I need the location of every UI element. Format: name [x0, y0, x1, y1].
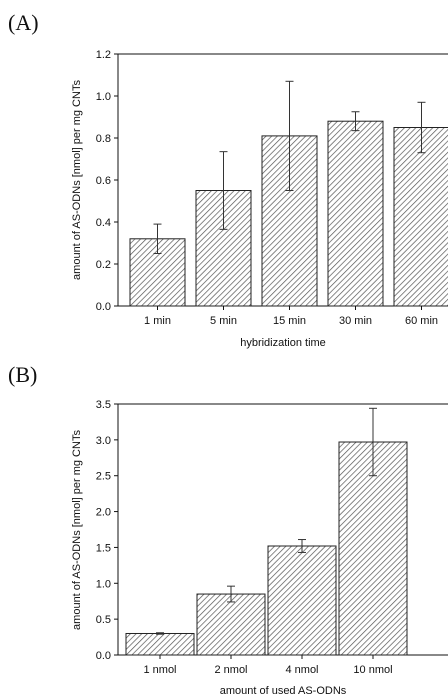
panel-b-y-tick-label: 2.0 — [96, 507, 111, 519]
panel-a-y-axis: 0.0 0.2 0.4 0.6 0.8 1.0 1.2 — [96, 49, 118, 313]
panel-b-y-axis-label: amount of AS-ODNs [nmol] per mg CNTs — [71, 430, 83, 630]
chart-panel-a: (A) 0.0 0.2 0.4 0.6 0.8 1.0 1.2 1 min 5 min 15 m… — [8, 10, 448, 349]
panel-b-x-axis: 1 nmol 2 nmol 4 nmol 10 nmol — [143, 655, 393, 676]
panel-a-x-axis: 1 min 5 min 15 min 30 min 60 min — [144, 306, 438, 327]
panel-a-y-axis-label: amount of AS-ODNs [nmol] per mg CNTs — [71, 80, 83, 280]
panel-b-bars — [125, 407, 408, 656]
panel-a-x-tick-label: 15 min — [273, 315, 306, 327]
panel-b-y-axis: 0.0 0.5 1.0 1.5 2.0 2.5 3.0 3.5 — [96, 399, 118, 662]
panel-a-y-tick-label: 0.6 — [96, 175, 111, 187]
panel-a-x-tick-label: 60 min — [405, 315, 438, 327]
panel-a-x-axis-label: hybridization time — [240, 337, 326, 349]
panel-a-y-tick-label: 0.4 — [96, 217, 111, 229]
panel-b-label: (B) — [8, 362, 37, 387]
panel-b-bar — [196, 593, 266, 656]
panel-a-x-tick-label: 5 min — [210, 315, 237, 327]
panel-a-label: (A) — [8, 10, 39, 35]
panel-b-y-tick-label: 1.0 — [96, 578, 111, 590]
chart-panel-b: (B) 0.0 0.5 1.0 1.5 2.0 2.5 3.0 3.5 1 nmol 2 nmo… — [8, 362, 448, 697]
panel-b-bar — [338, 441, 408, 656]
panel-b-x-tick-label: 1 nmol — [143, 664, 176, 676]
panel-a-x-tick-label: 1 min — [144, 315, 171, 327]
panel-b-y-tick-label: 2.5 — [96, 471, 111, 483]
panel-a-y-tick-label: 0.2 — [96, 259, 111, 271]
panel-b-y-tick-label: 3.5 — [96, 399, 111, 411]
panel-b-y-tick-label: 3.0 — [96, 435, 111, 447]
panel-b-x-tick-label: 10 nmol — [353, 664, 392, 676]
panel-b-x-tick-label: 4 nmol — [285, 664, 318, 676]
panel-a-x-tick-label: 30 min — [339, 315, 372, 327]
panel-a-y-tick-label: 0.0 — [96, 301, 111, 313]
panel-a-bars — [129, 80, 448, 307]
panel-b-bar — [125, 632, 195, 656]
panel-a-bar — [393, 127, 448, 307]
panel-b-y-tick-label: 0.0 — [96, 650, 111, 662]
panel-a-y-tick-label: 1.0 — [96, 91, 111, 103]
panel-a-y-tick-label: 0.8 — [96, 133, 111, 145]
panel-b-x-tick-label: 2 nmol — [214, 664, 247, 676]
panel-b-y-tick-label: 0.5 — [96, 614, 111, 626]
panel-b-x-axis-label: amount of used AS-ODNs — [220, 685, 347, 697]
panel-a-bar — [327, 120, 384, 307]
panel-b-y-tick-label: 1.5 — [96, 542, 111, 554]
panel-b-bar — [267, 545, 337, 656]
panel-a-y-tick-label: 1.2 — [96, 49, 111, 61]
